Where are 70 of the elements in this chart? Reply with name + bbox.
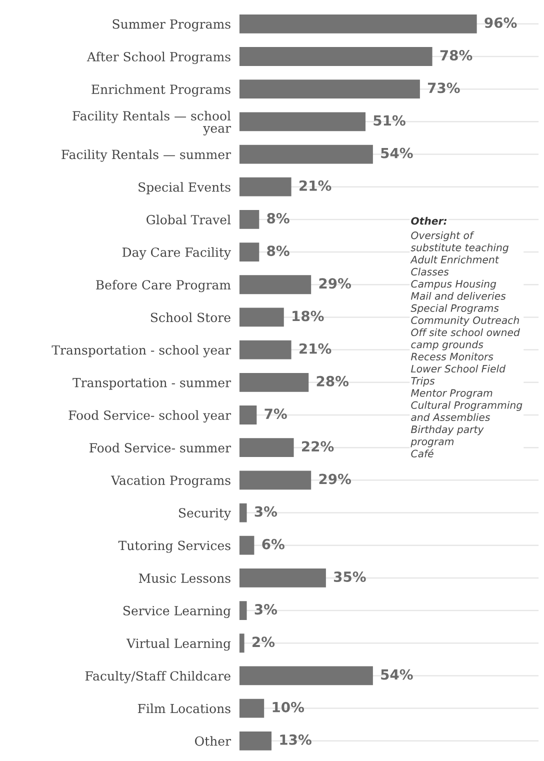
bar [239, 177, 292, 196]
bar [239, 242, 260, 262]
bar [239, 112, 366, 132]
bar [239, 568, 326, 588]
bar [239, 372, 309, 392]
bar [239, 731, 272, 750]
bar [239, 144, 373, 164]
data-label: 21% [300, 180, 332, 191]
y-tick-label: Film Locations [138, 704, 230, 714]
data-label: 29% [319, 474, 352, 484]
y-tick-label: Faculty/Staff Childcare [85, 670, 230, 684]
bar [239, 406, 257, 424]
y-tick-label: Vacation Programs [110, 476, 230, 488]
data-label: 13% [280, 734, 312, 745]
y-tick-label: Global Travel [146, 214, 231, 224]
data-label: 22% [302, 441, 334, 452]
y-tick-label: Security [179, 508, 231, 520]
y-tick-label: Day Care Facility [122, 247, 231, 260]
data-label: 2% [252, 636, 275, 648]
y-tick-label: Virtual Learning [126, 638, 231, 651]
bar [239, 275, 312, 294]
y-tick-label: Service Learning [123, 606, 231, 618]
bar [239, 80, 420, 99]
data-label: 78% [440, 50, 472, 61]
data-label: 96% [484, 17, 517, 28]
y-tick-label: Special Events [138, 182, 230, 194]
data-label: 3% [254, 604, 278, 615]
y-tick-label: Before Care Program [96, 280, 231, 292]
bar [239, 698, 264, 718]
data-label: 21% [300, 343, 332, 354]
data-label: 18% [292, 310, 324, 322]
y-tick-label: Facility Rentals — summer [62, 150, 232, 162]
data-label: 8% [267, 212, 290, 224]
data-label: 29% [319, 278, 352, 289]
data-label: 51% [374, 115, 406, 126]
bar [239, 470, 312, 490]
y-tick-label: Summer Programs [112, 19, 230, 32]
data-label: 73% [428, 82, 460, 94]
text: Other: Oversight of substitute teaching Adult Enrichment Classes Campus Housing Mail and deliveries Special Programs Community Outreach Off site school owned camp grounds Recess Monitors Lower School Field Trips Mentor Program Cultural Programming and Assemblies Birthday party program Café [410, 216, 522, 458]
bar [239, 634, 244, 653]
y-tick-label: Tutoring Services [118, 540, 230, 553]
y-tick-label: Food Service- summer [90, 442, 232, 453]
bar [239, 503, 247, 522]
bar [239, 666, 373, 686]
y-tick-label: Facility Rentals — school year [72, 110, 232, 136]
data-label: 54% [381, 148, 413, 158]
data-label: 6% [262, 538, 284, 550]
y-tick-label: Transportation - summer [72, 378, 232, 390]
bar [239, 601, 247, 620]
data-label: 54% [381, 669, 413, 680]
y-tick-label: Transportation - school year [52, 345, 232, 358]
bar [239, 308, 284, 327]
bar [239, 210, 260, 229]
bar [239, 438, 294, 458]
data-label: 35% [334, 571, 366, 582]
data-label: 7% [264, 408, 287, 420]
y-tick-label: Other [195, 736, 232, 746]
y-tick-label: Music Lessons [138, 574, 230, 583]
bar [239, 340, 292, 360]
data-label: 8% [267, 246, 290, 256]
y-tick-label: Enrichment Programs [92, 84, 230, 97]
bar [239, 14, 477, 34]
y-tick-label: After School Programs [86, 52, 230, 64]
y-tick-label: School Store [150, 312, 230, 322]
y-tick-label: Food Service- school year [68, 410, 232, 423]
bar [239, 47, 432, 66]
bar [239, 536, 254, 555]
data-label: 28% [316, 376, 349, 386]
data-label: 3% [254, 506, 278, 517]
data-label: 10% [272, 702, 304, 712]
